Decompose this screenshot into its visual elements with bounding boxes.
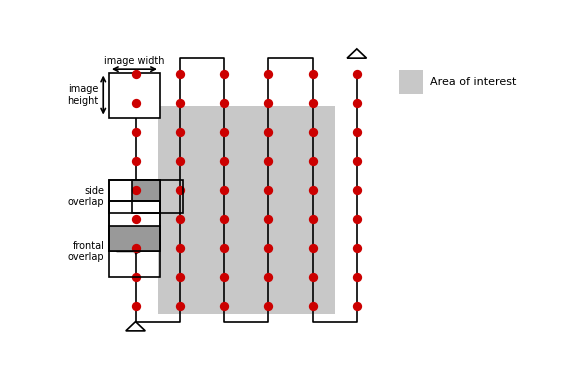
Bar [399,70,423,94]
Point [308,245,317,251]
Point [175,71,184,77]
Bar [109,201,160,252]
Point [308,158,317,164]
Point [264,71,273,77]
Point [352,158,361,164]
Point [131,303,140,309]
Bar [132,180,183,213]
Point [352,129,361,135]
Point [352,216,361,222]
Point [175,274,184,280]
Bar [109,180,160,213]
Point [219,129,228,135]
Point [131,216,140,222]
Point [308,216,317,222]
Point [264,129,273,135]
Point [264,100,273,106]
Point [131,245,140,251]
Point [219,100,228,106]
Bar [109,180,160,213]
Text: frontal
overlap: frontal overlap [68,241,104,262]
Point [308,71,317,77]
Point [219,245,228,251]
Point [131,71,140,77]
Point [352,187,361,193]
Point [131,187,140,193]
Point [131,158,140,164]
Point [131,100,140,106]
Point [308,100,317,106]
Point [175,129,184,135]
Point [131,274,140,280]
Text: image width: image width [104,56,164,66]
Bar [158,106,335,314]
Point [308,274,317,280]
Point [219,158,228,164]
Point [308,187,317,193]
Point [264,216,273,222]
Bar [109,201,160,252]
Point [264,274,273,280]
Point [219,216,228,222]
Point [264,303,273,309]
Point [264,187,273,193]
Point [175,303,184,309]
Point [175,216,184,222]
Text: Area of interest: Area of interest [430,77,516,87]
Point [352,274,361,280]
Point [352,71,361,77]
Point [308,303,317,309]
Point [175,187,184,193]
Text: side
overlap: side overlap [68,186,104,207]
Point [219,187,228,193]
Point [264,245,273,251]
Bar [109,73,160,117]
Point [308,129,317,135]
Text: image
height: image height [67,84,99,106]
Point [219,303,228,309]
Point [219,274,228,280]
Point [219,71,228,77]
Point [352,303,361,309]
Point [352,245,361,251]
Bar [109,226,160,252]
Bar [132,180,160,213]
Point [175,158,184,164]
Point [175,100,184,106]
Bar [109,226,160,277]
Point [175,245,184,251]
Point [352,100,361,106]
Point [264,158,273,164]
Point [131,129,140,135]
